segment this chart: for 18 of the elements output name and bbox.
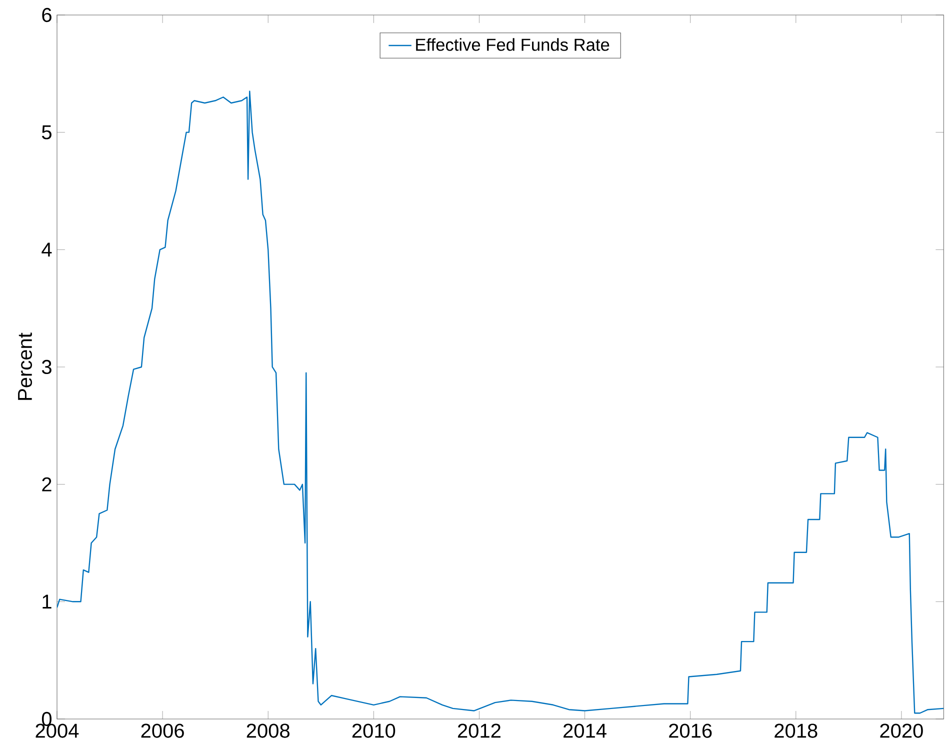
x-tick-label: 2016 bbox=[669, 724, 712, 738]
x-tick-label: 2014 bbox=[564, 724, 606, 738]
y-tick-label: 4 bbox=[42, 242, 52, 257]
x-tick-label: 2018 bbox=[774, 724, 818, 738]
x-tick-label: 2008 bbox=[246, 724, 290, 738]
x-tick-label: 2020 bbox=[880, 724, 923, 738]
y-tick-label: 1 bbox=[42, 594, 52, 609]
x-tick-label: 2010 bbox=[352, 724, 396, 738]
y-tick-label: 3 bbox=[42, 360, 52, 374]
y-tick-label: 6 bbox=[42, 8, 52, 22]
legend-label: Effective Fed Funds Rate bbox=[416, 38, 610, 51]
x-tick-label: 2004 bbox=[36, 724, 79, 738]
line-series bbox=[57, 90, 944, 714]
x-tick-label: 2012 bbox=[458, 724, 500, 738]
y-tick-label: 2 bbox=[42, 477, 52, 492]
y-tick-label: 5 bbox=[42, 125, 52, 140]
y-axis-title: Percent bbox=[18, 332, 32, 400]
x-tick-label: 2006 bbox=[141, 724, 184, 738]
